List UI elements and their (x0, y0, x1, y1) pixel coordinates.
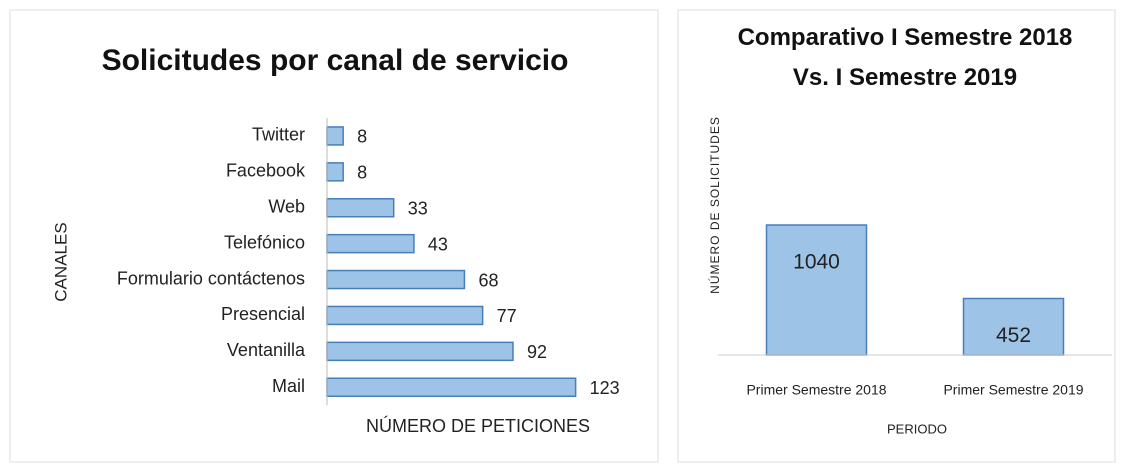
bar (326, 377, 577, 397)
bar (326, 305, 484, 326)
data-label: 68 (478, 270, 498, 290)
y-axis-label: NÚMERO DE SOLICITUDES (707, 116, 722, 294)
x-axis-label: NÚMERO DE PETICIONES (366, 415, 590, 436)
bar (326, 126, 344, 146)
x-tick-label: Primer Semestre 2018 (746, 382, 886, 398)
y-tick-label: Ventanilla (227, 340, 306, 360)
panel (677, 9, 1116, 463)
y-tick-label: Twitter (252, 125, 305, 145)
data-label: 1040 (793, 251, 840, 274)
y-tick-label: Web (268, 197, 305, 217)
bar (326, 341, 514, 362)
data-label: 452 (996, 324, 1031, 347)
bar (326, 162, 344, 182)
chart-title: Solicitudes por canal de servicio (101, 44, 569, 77)
x-tick-label: Primer Semestre 2019 (943, 382, 1083, 398)
bar (326, 233, 415, 254)
data-label: 8 (357, 163, 367, 183)
bar (962, 297, 1065, 356)
data-label: 92 (527, 342, 547, 362)
panel (9, 9, 659, 463)
x-axis-label: PERIODO (887, 421, 947, 436)
y-tick-label: Facebook (226, 161, 306, 181)
data-label: 123 (590, 378, 620, 398)
chart-title: Comparativo I Semestre 2018 Vs. I Semest… (737, 24, 1073, 91)
bar (326, 198, 395, 218)
bar (765, 224, 868, 356)
y-tick-label: Presencial (221, 304, 305, 324)
data-label: 33 (408, 199, 428, 219)
data-label: 77 (497, 306, 517, 326)
y-tick-label: Formulario contáctenos (117, 268, 305, 288)
y-tick-label: Mail (272, 376, 305, 396)
data-label: 8 (357, 127, 367, 147)
y-axis-label: CANALES (51, 222, 70, 301)
data-label: 43 (428, 234, 448, 254)
y-tick-label: Telefónico (224, 232, 305, 252)
bar (326, 269, 466, 290)
